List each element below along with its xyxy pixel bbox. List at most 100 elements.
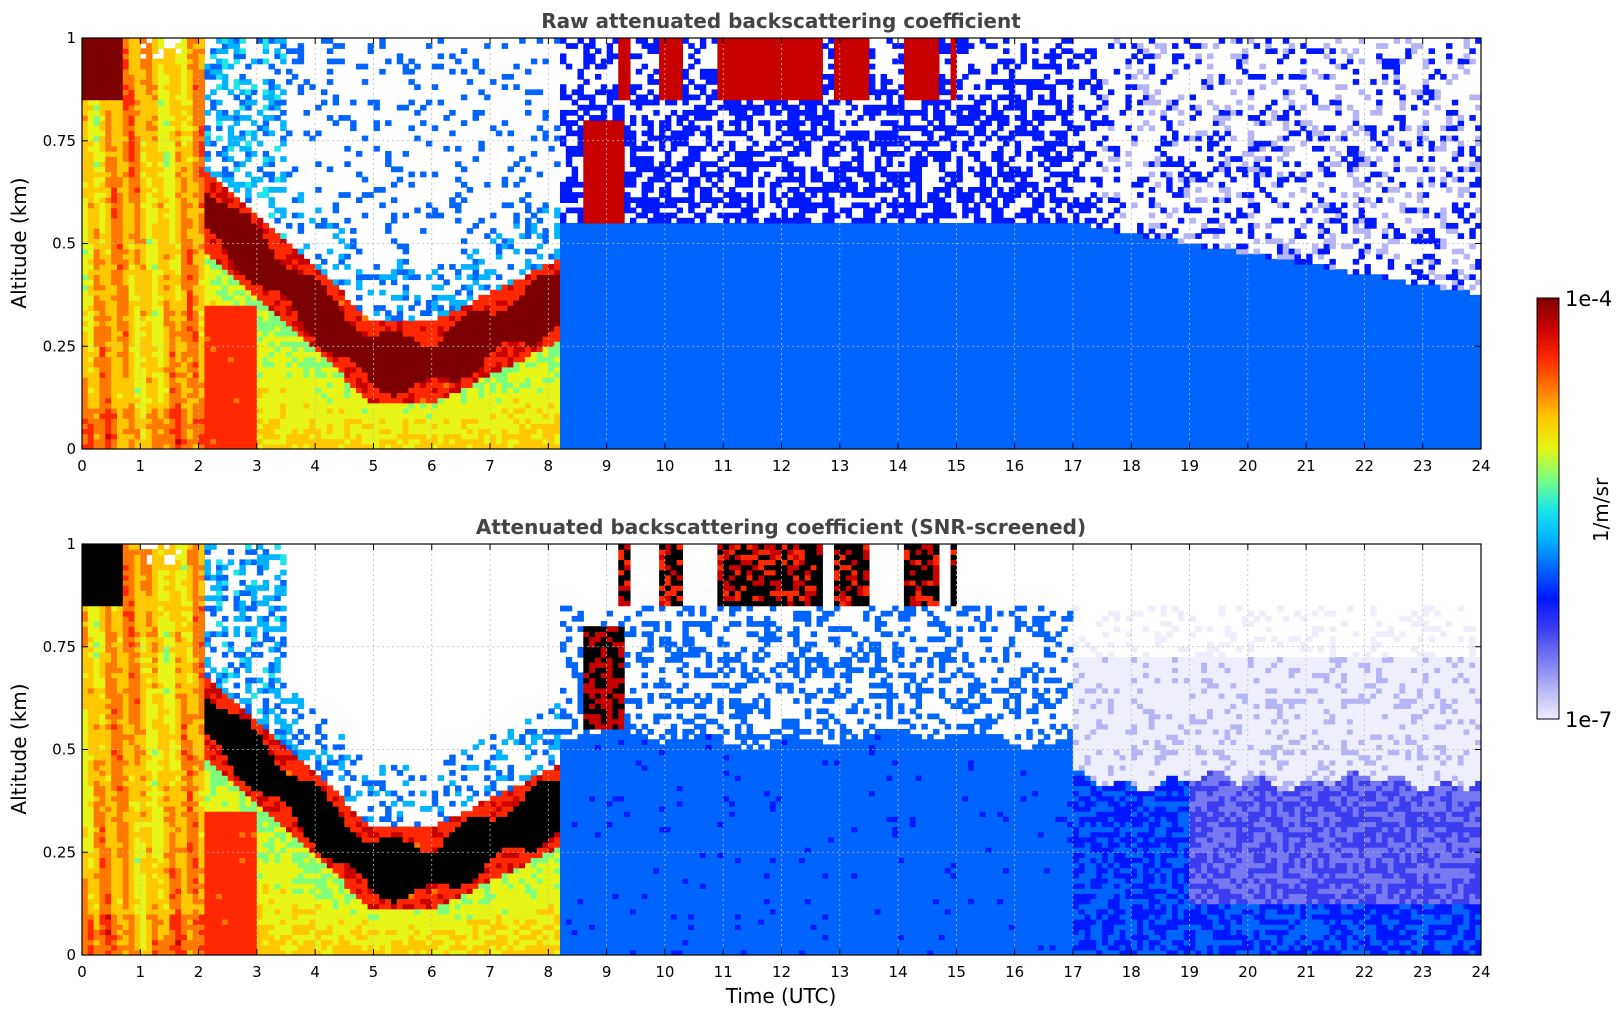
- heatmap-cell: [460, 197, 468, 203]
- heatmap-cell: [262, 443, 270, 449]
- heatmap-cell: [589, 166, 596, 173]
- heatmap-cell: [554, 433, 561, 440]
- heatmap-cell: [227, 310, 235, 317]
- heatmap-cell: [495, 418, 503, 424]
- heatmap-cell: [425, 305, 433, 311]
- heatmap-cell: [297, 438, 305, 445]
- heatmap-cell: [472, 115, 479, 121]
- heatmap-cell: [204, 274, 211, 281]
- heatmap-cell: [594, 428, 602, 435]
- heatmap-cell: [589, 387, 596, 394]
- heatmap-cell: [495, 289, 503, 296]
- heatmap-cell: [151, 197, 159, 203]
- heatmap-cell: [577, 151, 584, 157]
- heatmap-cell: [565, 387, 573, 394]
- heatmap-cell: [507, 202, 514, 209]
- heatmap-cell: [548, 325, 555, 332]
- heatmap-cell: [111, 58, 118, 65]
- heatmap-cell: [361, 320, 369, 327]
- heatmap-cell: [495, 361, 503, 368]
- heatmap-cell: [460, 166, 468, 173]
- heatmap-cell: [519, 392, 526, 399]
- heatmap-cell: [536, 274, 544, 281]
- heatmap-cell: [169, 284, 176, 291]
- heatmap-cell: [251, 428, 258, 435]
- heatmap-cell: [111, 428, 118, 435]
- heatmap-cell: [116, 341, 124, 347]
- heatmap-cell: [460, 181, 468, 188]
- heatmap-cell: [186, 402, 194, 409]
- heatmap-cell: [525, 109, 532, 116]
- heatmap-cell: [157, 115, 165, 121]
- heatmap-cell: [233, 325, 240, 332]
- heatmap-cell: [221, 413, 229, 419]
- heatmap-cell: [338, 300, 345, 306]
- heatmap-cell: [350, 371, 357, 378]
- heatmap-cell: [198, 89, 206, 96]
- heatmap-cell: [93, 371, 101, 378]
- heatmap-cell: [554, 325, 561, 332]
- heatmap-cell: [565, 130, 573, 137]
- heatmap-cell: [612, 330, 619, 337]
- heatmap-cell: [379, 402, 386, 409]
- heatmap-cell: [402, 402, 410, 409]
- heatmap-cell: [373, 377, 380, 383]
- heatmap-cell: [204, 217, 211, 224]
- heatmap-cell: [559, 181, 567, 188]
- heatmap-cell: [495, 305, 503, 311]
- heatmap-cell: [140, 186, 147, 193]
- heatmap-cell: [151, 325, 159, 332]
- heatmap-cell: [256, 361, 264, 368]
- heatmap-cell: [361, 433, 369, 440]
- heatmap-cell: [256, 335, 264, 342]
- heatmap-cell: [280, 418, 287, 424]
- heatmap-cell: [297, 222, 305, 229]
- heatmap-cell: [192, 79, 200, 85]
- heatmap-cell: [402, 335, 410, 342]
- heatmap-cell: [268, 202, 275, 209]
- heatmap-cell: [466, 361, 474, 368]
- heatmap-cell: [99, 258, 106, 265]
- heatmap-cell: [600, 428, 608, 435]
- heatmap-cell: [455, 300, 462, 306]
- heatmap-cell: [116, 258, 124, 265]
- heatmap-cell: [420, 361, 427, 368]
- heatmap-cell: [443, 387, 450, 394]
- heatmap-cell: [542, 284, 549, 291]
- heatmap-cell: [460, 433, 468, 440]
- heatmap-cell: [268, 356, 275, 363]
- heatmap-cell: [134, 438, 141, 445]
- heatmap-cell: [495, 330, 503, 337]
- heatmap-cell: [105, 300, 112, 306]
- heatmap-cell: [239, 443, 246, 449]
- heatmap-cell: [221, 377, 229, 383]
- heatmap-cell: [460, 68, 468, 75]
- heatmap-cell: [455, 330, 462, 337]
- heatmap-cell: [443, 115, 450, 121]
- heatmap-cell: [216, 294, 223, 301]
- heatmap-cell: [82, 212, 89, 219]
- heatmap-cell: [530, 279, 538, 286]
- heatmap-cell: [420, 382, 427, 388]
- heatmap-cell: [204, 109, 211, 116]
- heatmap-cell: [186, 366, 194, 373]
- heatmap-cell: [93, 258, 101, 265]
- heatmap-cell: [128, 99, 136, 106]
- heatmap-cell: [449, 325, 456, 332]
- heatmap-cell: [210, 423, 217, 430]
- heatmap-cell: [87, 115, 95, 121]
- heatmap-cell: [612, 366, 619, 373]
- heatmap-cell: [490, 320, 497, 327]
- heatmap-cell: [583, 156, 590, 162]
- heatmap-cell: [355, 248, 363, 255]
- heatmap-cell: [134, 125, 141, 132]
- heatmap-cell: [274, 38, 281, 44]
- heatmap-cell: [186, 43, 194, 49]
- heatmap-cell: [204, 418, 211, 424]
- heatmap-cell: [519, 38, 526, 44]
- heatmap-cell: [525, 407, 532, 414]
- heatmap-cell: [204, 377, 211, 383]
- heatmap-cell: [326, 377, 334, 383]
- heatmap-cell: [93, 423, 101, 430]
- heatmap-cell: [239, 222, 246, 229]
